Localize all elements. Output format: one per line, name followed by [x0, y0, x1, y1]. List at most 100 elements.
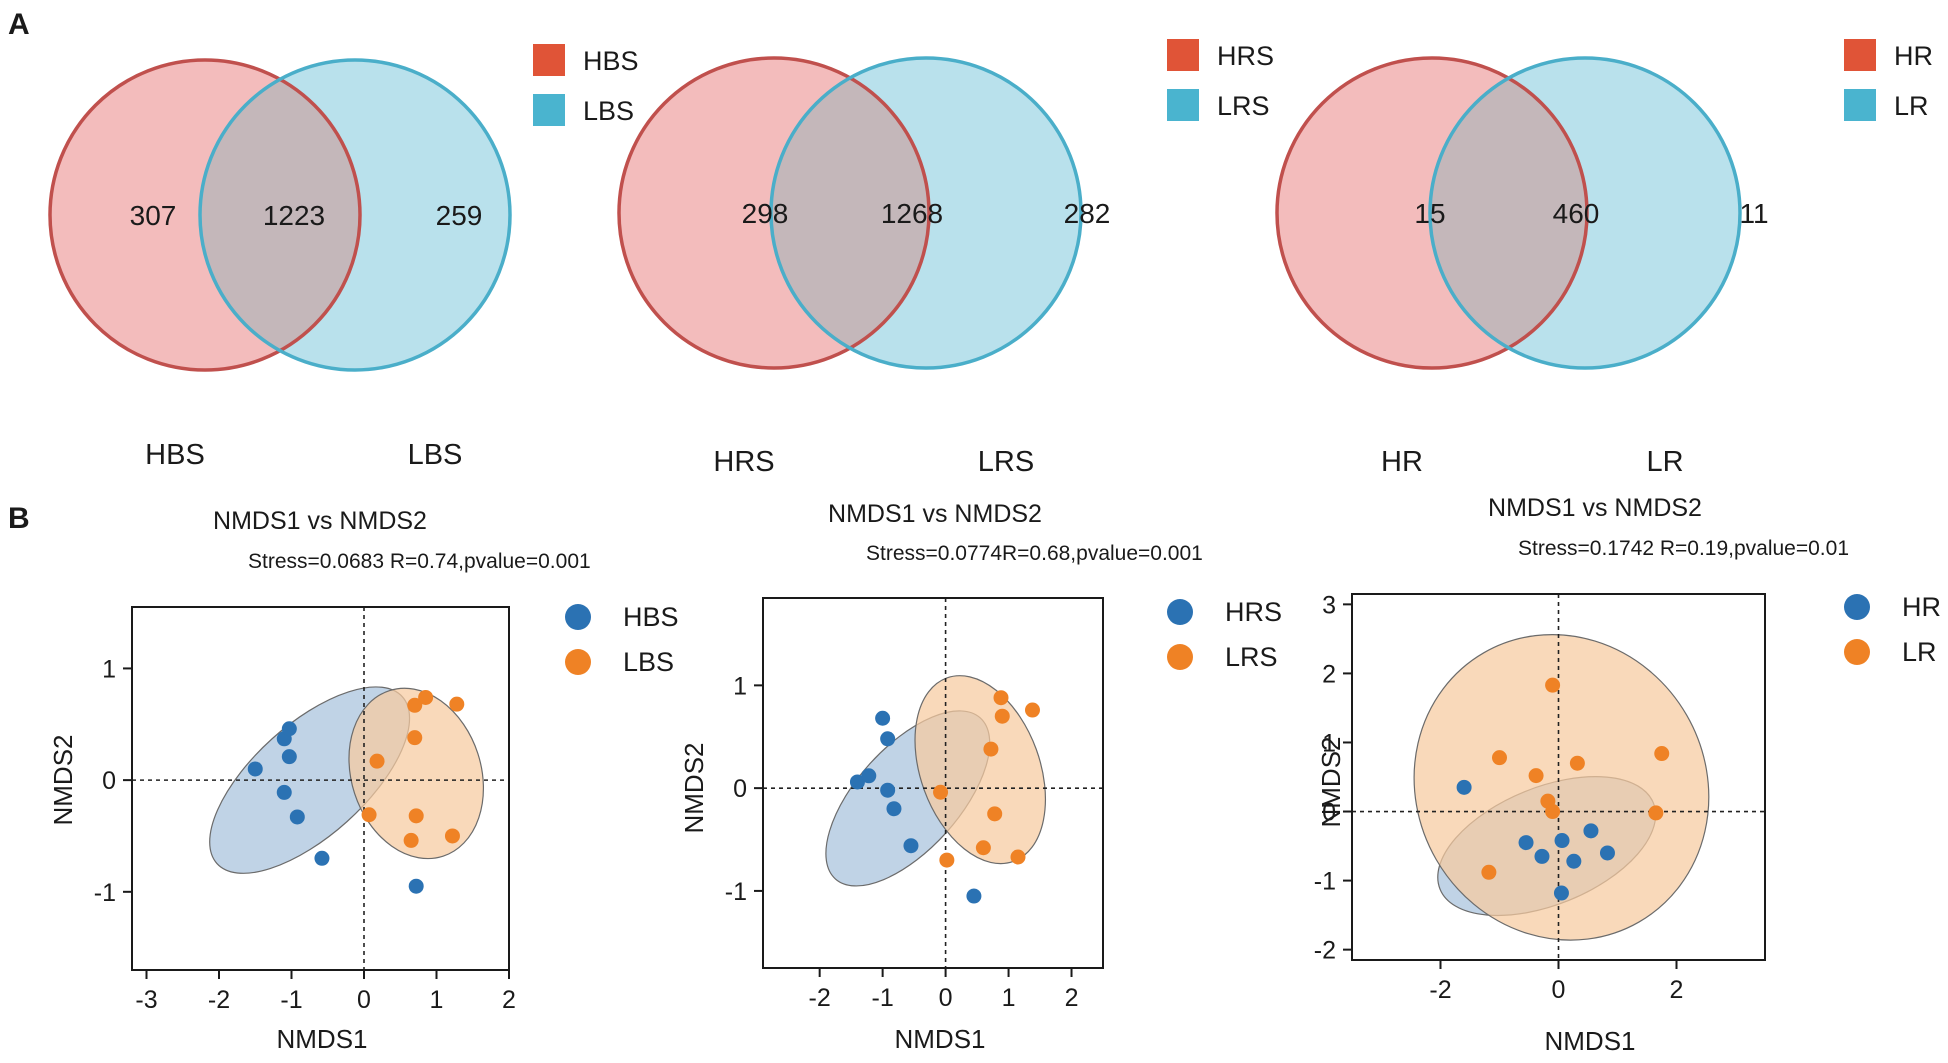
y-axis-title: NMDS2	[679, 742, 709, 833]
x-tick-label: -2	[809, 984, 831, 1012]
data-point-lbs	[407, 730, 423, 746]
venn-count-shared: 1223	[263, 200, 325, 231]
venn-set-label-right: LRS	[978, 446, 1034, 478]
y-axis-title: NMDS2	[48, 734, 78, 825]
venn-count-shared: 460	[1553, 198, 1600, 229]
plot-title: NMDS1 vs NMDS2	[213, 507, 427, 535]
venn-circle-right-outline	[198, 58, 512, 372]
data-point-lrs	[1024, 702, 1040, 718]
x-tick-label: -2	[1429, 976, 1451, 1004]
y-tick-label: 0	[1322, 799, 1336, 827]
data-point-hr	[1518, 835, 1534, 851]
data-point-hrs	[966, 888, 982, 904]
data-point-lr	[1492, 750, 1507, 766]
data-point-lr	[1654, 746, 1670, 762]
venn-count-right-only: 282	[1064, 198, 1111, 229]
venn-count-right-only: 11	[1739, 198, 1768, 229]
data-point-hrs	[880, 731, 896, 747]
nmds-plot-1: NMDS1 vs NMDS2 Stress=0.0683 R=0.74,pvalu…	[48, 507, 679, 1054]
confidence-ellipse-lbs	[348, 687, 485, 860]
venn-overlap	[1430, 78, 1587, 348]
x-tick-label: 2	[1065, 984, 1079, 1012]
y-tick-label: 0	[733, 775, 747, 803]
data-point-lr	[1481, 864, 1497, 880]
legend-marker-low	[565, 649, 591, 675]
venn-set-label-right: LBS	[408, 439, 463, 471]
legend-label-high: HRS	[1225, 597, 1282, 627]
y-tick-label: 1	[733, 672, 747, 700]
legend-label-low: LBS	[623, 647, 674, 677]
data-point-hrs	[903, 838, 919, 854]
venn-diagram-3: 15 460 11 HR LR HR LR	[1275, 39, 1933, 478]
x-axis-title: NMDS1	[894, 1024, 985, 1054]
data-point-lbs	[403, 832, 419, 848]
plot-stats: Stress=0.0683 R=0.74,pvalue=0.001	[248, 550, 591, 573]
data-point-lbs	[449, 696, 465, 712]
y-tick-label: -1	[1314, 868, 1336, 896]
y-tick-label: -1	[94, 879, 116, 907]
data-point-lrs	[994, 708, 1010, 724]
confidence-ellipse-lr	[1413, 634, 1710, 941]
data-point-hr	[1553, 885, 1569, 901]
data-point-lr	[1528, 768, 1544, 784]
legend-label-low: LRS	[1217, 91, 1270, 121]
y-tick-label: 3	[1322, 591, 1336, 619]
legend-marker-high	[565, 604, 591, 630]
data-point-hbs	[281, 749, 297, 765]
legend-swatch-low	[1167, 89, 1199, 121]
data-point-hrs	[861, 768, 877, 784]
venn-circle-left-outline	[1275, 56, 1589, 370]
plot-stats: Stress=0.0774R=0.68,pvalue=0.001	[866, 542, 1203, 565]
data-point-lrs	[975, 840, 991, 856]
data-point-hr	[1534, 848, 1550, 864]
legend-label-high: HRS	[1217, 41, 1274, 71]
nmds-plots: NMDS1 vs NMDS2 Stress=0.0683 R=0.74,pvalu…	[48, 494, 1941, 1056]
plot-title: NMDS1 vs NMDS2	[1488, 494, 1702, 522]
data-point-hrs	[880, 782, 896, 798]
legend-label-low: LRS	[1225, 642, 1278, 672]
legend-label-high: HBS	[623, 602, 679, 632]
venn-count-right-only: 259	[436, 200, 483, 231]
data-point-lr	[1545, 677, 1561, 693]
plot-frame	[762, 597, 1104, 969]
data-point-hbs	[408, 878, 424, 894]
legend-label-low: LR	[1894, 91, 1929, 121]
data-point-lr	[1569, 755, 1585, 771]
data-point-hrs	[849, 774, 865, 790]
venn-diagrams: 307 1223 259 HBS LBS HBS LBS 298 1268 282 HRS LRS HR…	[48, 39, 1933, 478]
x-tick-label: 0	[357, 986, 371, 1014]
data-point-lr	[1545, 804, 1561, 820]
plot-stats: Stress=0.1742 R=0.19,pvalue=0.01	[1518, 537, 1849, 560]
legend-swatch-low	[1844, 89, 1876, 121]
legend-swatch-low	[533, 94, 565, 126]
data-point-lrs	[933, 784, 949, 800]
data-point-lbs	[361, 807, 377, 823]
data-point-lrs	[987, 806, 1003, 822]
venn-set-label-left: HR	[1381, 446, 1423, 478]
x-tick-label: 2	[502, 986, 516, 1014]
plot-frame	[131, 606, 510, 971]
panel-label-a: A	[8, 8, 30, 41]
legend-marker-low	[1167, 644, 1193, 670]
legend-swatch-high	[1844, 39, 1876, 71]
venn-count-shared: 1268	[881, 198, 943, 229]
data-point-hrs	[886, 801, 902, 817]
data-point-lbs	[444, 828, 460, 844]
venn-circle-left-outline	[48, 58, 362, 372]
x-tick-label: 2	[1670, 976, 1684, 1004]
data-point-lbs	[408, 808, 424, 824]
data-point-lrs	[993, 690, 1009, 706]
venn-set-label-left: HRS	[713, 446, 774, 478]
data-point-lbs	[369, 753, 385, 769]
legend-marker-high	[1167, 599, 1193, 625]
venn-count-left-only: 298	[742, 198, 789, 229]
x-axis-title: NMDS1	[276, 1024, 367, 1054]
venn-circle-right-outline	[1428, 56, 1742, 370]
venn-set-label-left: HBS	[145, 439, 205, 471]
data-point-hr	[1554, 833, 1570, 849]
venn-count-left-only: 307	[130, 200, 177, 231]
data-point-lrs	[1010, 849, 1026, 865]
panel-label-b: B	[8, 502, 30, 535]
data-point-hbs	[276, 784, 292, 800]
